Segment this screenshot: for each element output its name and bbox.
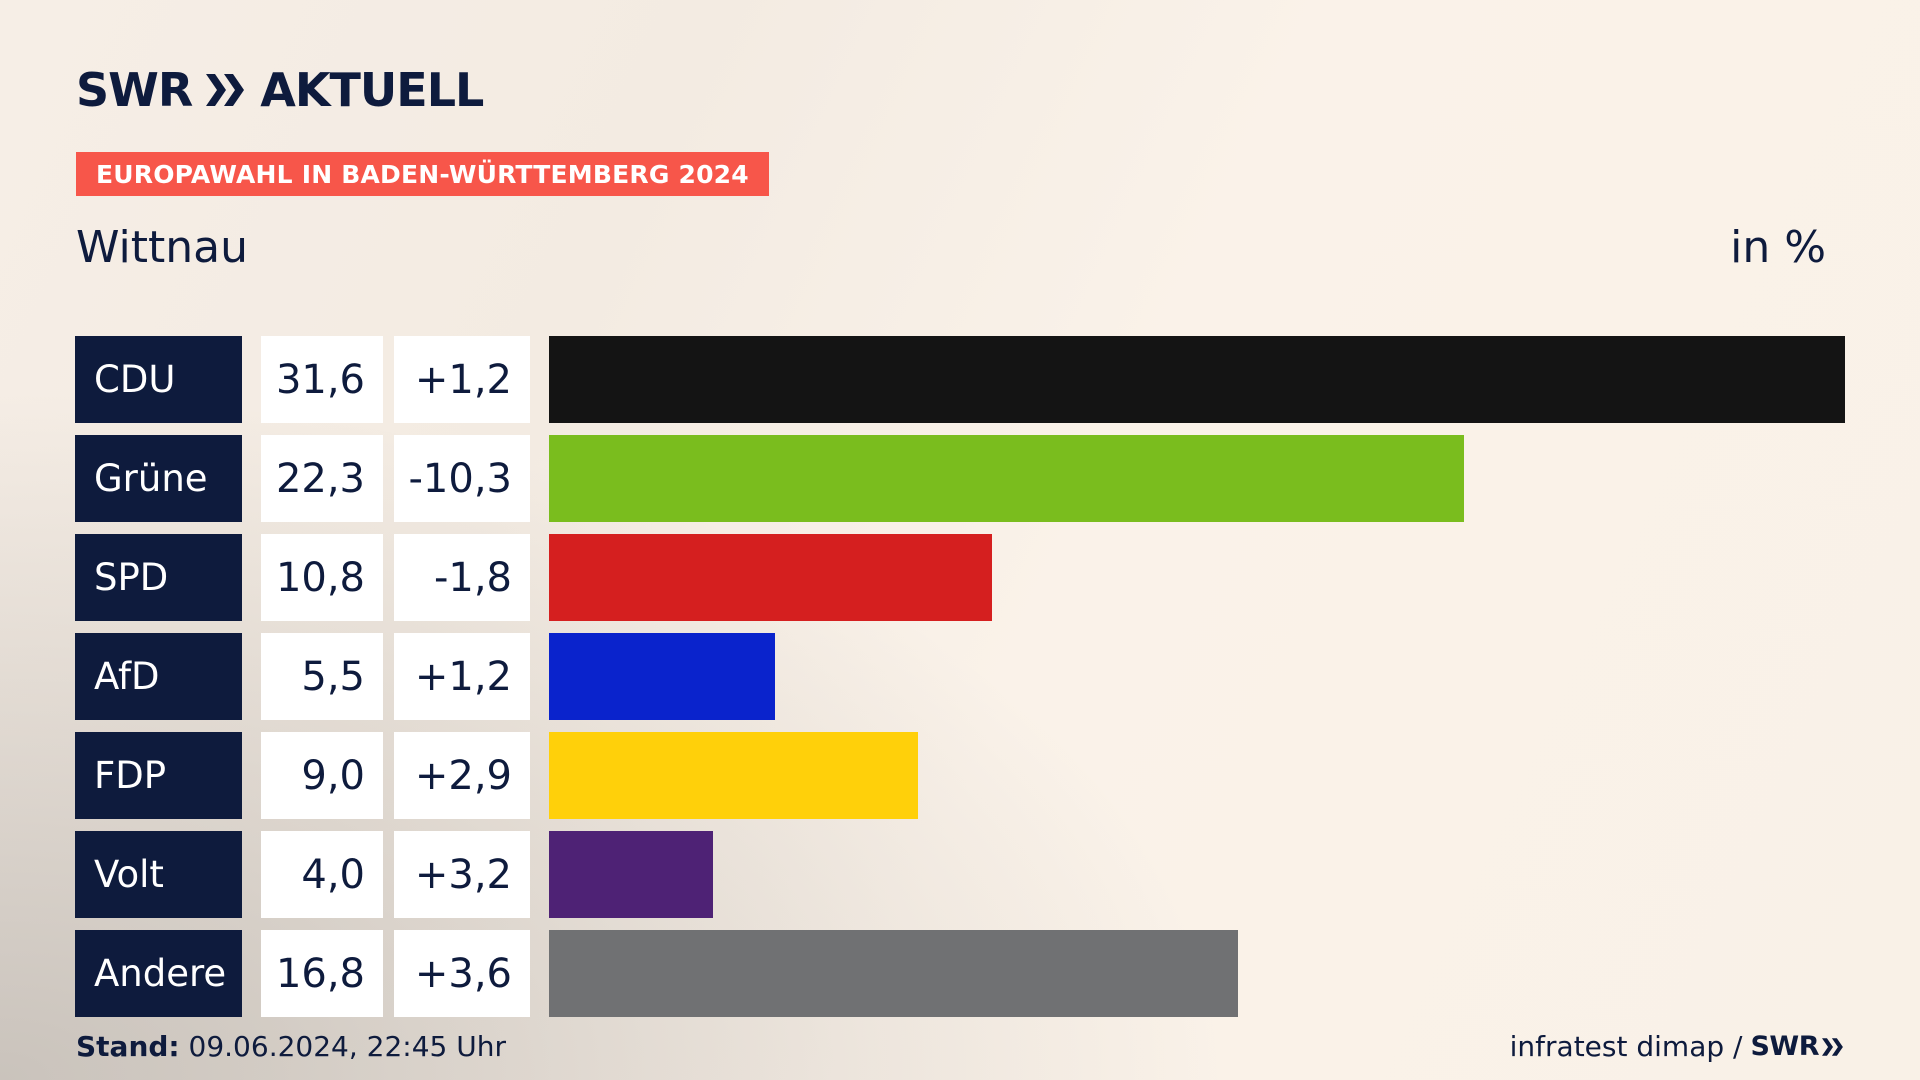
place-title: Wittnau (76, 222, 249, 273)
vote-change-value: +3,2 (394, 831, 530, 918)
party-label: SPD (75, 534, 242, 621)
unit-label: in % (1730, 222, 1826, 273)
party-label: FDP (75, 732, 242, 819)
vote-change-value: +2,9 (394, 732, 530, 819)
logo-aktuell-text: AKTUELL (260, 63, 484, 117)
party-label: Grüne (75, 435, 242, 522)
result-bar (549, 732, 918, 819)
swr-small-logo: SWR (1750, 1031, 1844, 1062)
party-label: AfD (75, 633, 242, 720)
result-bar (549, 930, 1238, 1017)
result-row: SPD 10,8 -1,8 (75, 534, 1845, 621)
vote-share-value: 31,6 (261, 336, 383, 423)
vote-change-value: +3,6 (394, 930, 530, 1017)
result-bar (549, 831, 713, 918)
stand-value: 09.06.2024, 22:45 Uhr (188, 1030, 506, 1063)
election-badge: EUROPAWAHL IN BADEN-WÜRTTEMBERG 2024 (76, 152, 769, 196)
party-label: Andere (75, 930, 242, 1017)
vote-change-value: +1,2 (394, 633, 530, 720)
vote-share-value: 9,0 (261, 732, 383, 819)
result-bar (549, 336, 1845, 423)
result-row: Grüne 22,3 -10,3 (75, 435, 1845, 522)
vote-change-value: -10,3 (394, 435, 530, 522)
stand-label: Stand: (76, 1030, 180, 1063)
result-bar (549, 534, 992, 621)
double-chevron-small-icon (1822, 1037, 1843, 1056)
party-label: Volt (75, 831, 242, 918)
vote-share-value: 5,5 (261, 633, 383, 720)
logo-swr-text: SWR (76, 63, 193, 117)
vote-share-value: 22,3 (261, 435, 383, 522)
source-text: infratest dimap / (1509, 1030, 1743, 1063)
swr-small-text: SWR (1750, 1031, 1819, 1062)
result-bar (549, 633, 775, 720)
swr-aktuell-logo: SWR AKTUELL (76, 63, 484, 117)
double-chevron-icon (206, 74, 245, 106)
source-credit: infratest dimap / SWR (1510, 1030, 1844, 1063)
vote-change-value: +1,2 (394, 336, 530, 423)
vote-share-value: 16,8 (261, 930, 383, 1017)
result-row: Volt 4,0 +3,2 (75, 831, 1845, 918)
vote-share-value: 10,8 (261, 534, 383, 621)
result-row: Andere 16,8 +3,6 (75, 930, 1845, 1017)
timestamp: Stand: 09.06.2024, 22:45 Uhr (76, 1030, 506, 1063)
result-row: CDU 31,6 +1,2 (75, 336, 1845, 423)
result-row: FDP 9,0 +2,9 (75, 732, 1845, 819)
vote-share-value: 4,0 (261, 831, 383, 918)
vote-change-value: -1,8 (394, 534, 530, 621)
party-label: CDU (75, 336, 242, 423)
result-row: AfD 5,5 +1,2 (75, 633, 1845, 720)
result-bar (549, 435, 1464, 522)
